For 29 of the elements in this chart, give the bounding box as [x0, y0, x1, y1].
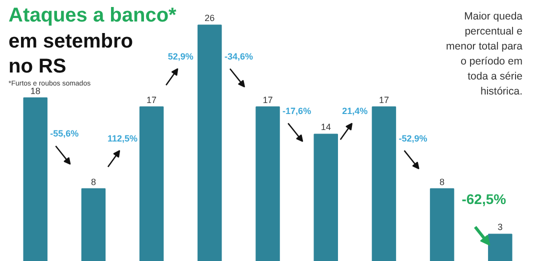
data-label: 18: [30, 86, 40, 96]
data-label: 17: [262, 94, 273, 105]
data-label: 3: [498, 222, 503, 232]
chart-title: Ataques a banco*: [8, 4, 177, 26]
bar: [372, 106, 396, 261]
annotation: -52,9%: [398, 133, 428, 144]
annotation: -62,5%: [462, 190, 507, 207]
data-label: 17: [378, 94, 389, 105]
data-label: 26: [204, 13, 215, 24]
bar: [81, 188, 106, 261]
data-label: 8: [440, 176, 445, 187]
bar: [23, 97, 48, 261]
annotation: -34,6%: [224, 51, 253, 62]
annotation: 21,4%: [342, 106, 368, 116]
bar: [198, 24, 222, 261]
text: em setembro no RS: [8, 30, 133, 78]
annotation: -17,6%: [282, 106, 312, 116]
annotation: Maior queda percentual e menor total para o período em toda a série histórica.: [446, 10, 523, 98]
data-label: 17: [146, 94, 157, 105]
data-label: 14: [320, 122, 331, 132]
bar: [314, 134, 338, 261]
bar: [430, 188, 454, 261]
annotation: -55,6%: [50, 128, 79, 139]
bar: [488, 234, 512, 261]
bar: [139, 106, 164, 261]
bar: [256, 106, 280, 261]
annotation: 52,9%: [168, 51, 194, 62]
data-label: 8: [90, 176, 96, 187]
annotation: 112,5%: [107, 133, 138, 144]
